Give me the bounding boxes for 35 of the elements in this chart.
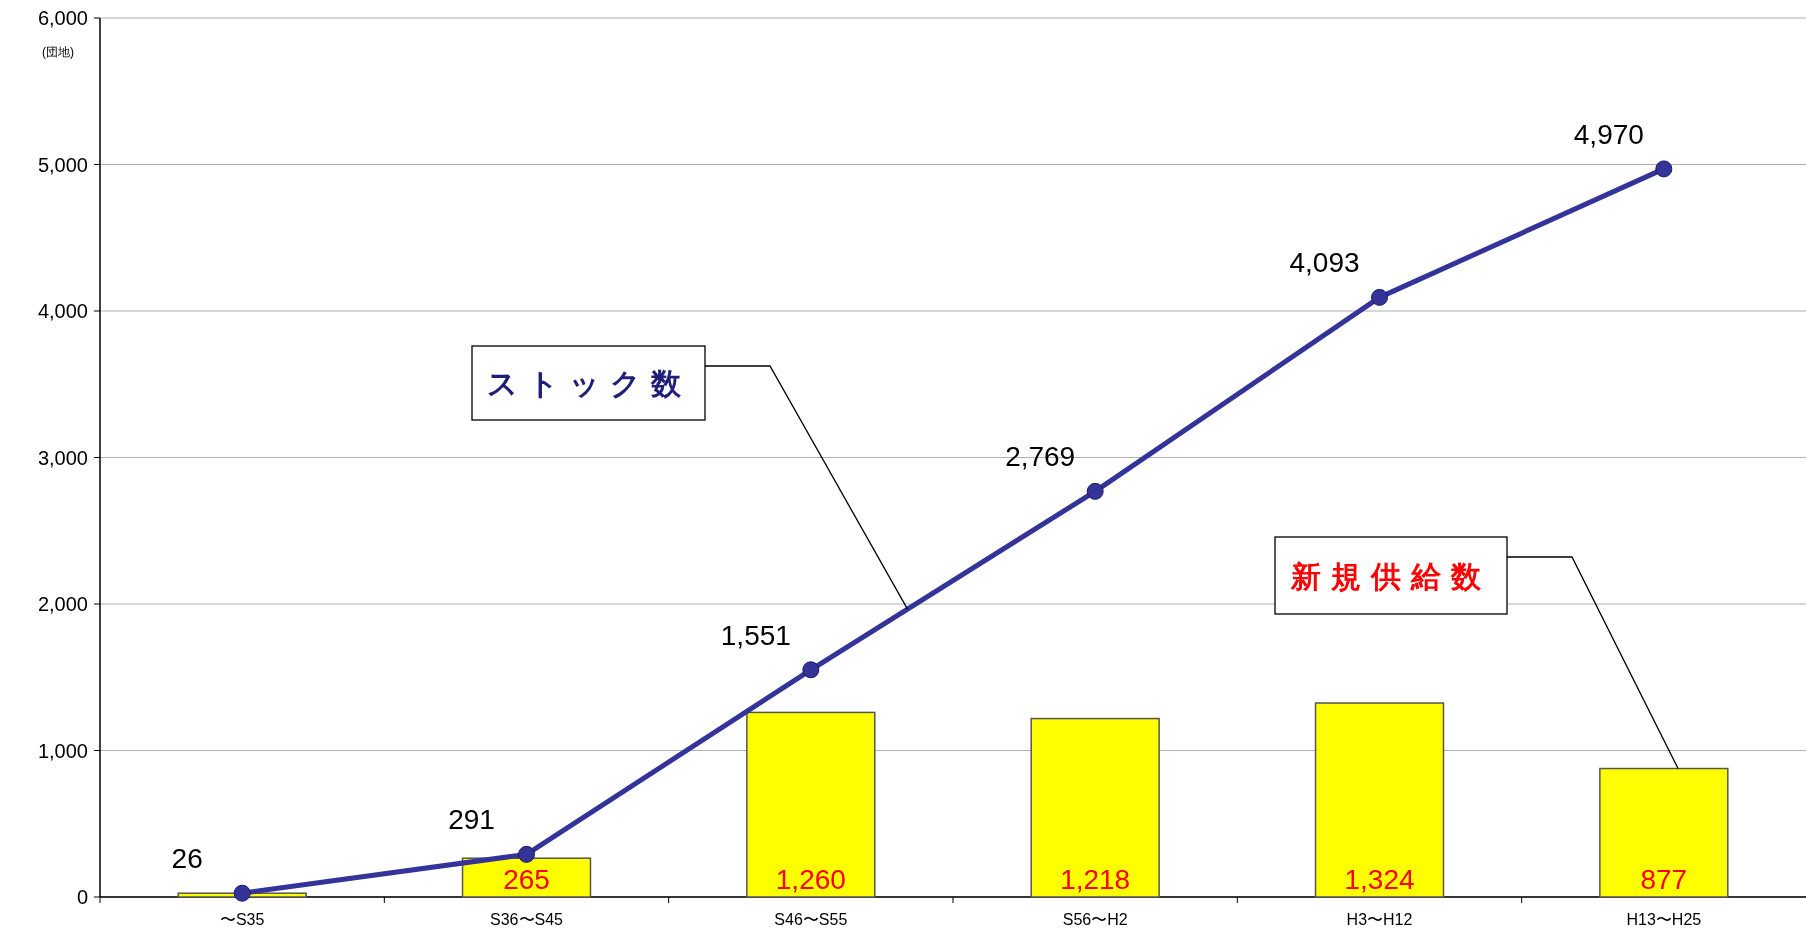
data-label: 1,260 [775, 864, 846, 895]
data-label: 1,324 [1344, 864, 1415, 895]
y-tick-label: 1,000 [37, 739, 88, 762]
point [233, 884, 251, 902]
x-tick-label: S56〜H2 [1062, 911, 1128, 928]
y-tick-label: 0 [76, 886, 88, 908]
point [518, 845, 535, 863]
x-tick-label: 〜S35 [219, 911, 265, 928]
data-label: 2,769 [1005, 441, 1076, 473]
data-label: 265 [503, 864, 550, 895]
point [1086, 482, 1104, 500]
bar [1599, 767, 1729, 898]
x-tick-label: H13〜H25 [1626, 911, 1702, 928]
y-tick-label: 5,000 [37, 153, 88, 176]
y-tick-label: 6,000 [37, 7, 88, 29]
y-tick-label: 2,000 [37, 593, 88, 615]
data-label: 291 [448, 804, 495, 836]
bar [746, 711, 876, 898]
point [1655, 160, 1673, 178]
bar [1030, 717, 1160, 898]
x-tick-label: S46〜S55 [774, 911, 848, 928]
bar [1314, 702, 1445, 898]
data-label: 1,218 [1060, 864, 1131, 895]
point [1371, 288, 1388, 306]
y-axis-title: (団地) [42, 45, 74, 59]
data-label: 877 [1640, 864, 1688, 895]
y-tick-label: 3,000 [37, 446, 88, 469]
data-label: 4,093 [1289, 247, 1360, 279]
data-label: 26 [171, 843, 203, 875]
y-tick-label: 4,000 [37, 300, 88, 322]
data-label: 4,970 [1573, 118, 1644, 150]
x-tick-label: H3〜H12 [1346, 911, 1413, 928]
data-label: 1,551 [720, 619, 791, 651]
x-tick-label: S36〜S45 [490, 911, 564, 928]
point [802, 661, 820, 679]
